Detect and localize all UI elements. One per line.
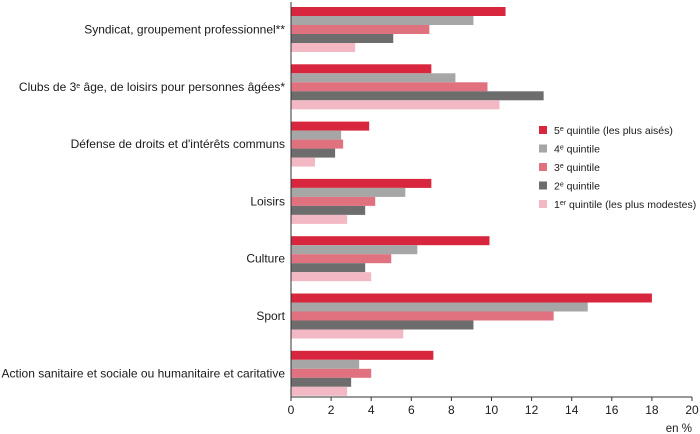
x-tick-label: 16	[605, 403, 619, 417]
x-tick-label: 10	[485, 403, 499, 417]
bar	[291, 302, 588, 312]
bar	[291, 178, 432, 188]
x-tick-label: 8	[448, 403, 455, 417]
x-tick-label: 18	[645, 403, 659, 417]
legend-label: 3e quintile	[554, 162, 600, 174]
x-tick-label: 14	[565, 403, 579, 417]
legend-swatch	[539, 163, 547, 171]
bar	[291, 157, 316, 167]
x-tick-label: 0	[288, 403, 295, 417]
category-labels: Syndicat, groupement professionnel** Club…	[2, 23, 286, 381]
bar	[291, 139, 344, 149]
x-tick-label: 12	[525, 403, 539, 417]
bar	[291, 254, 392, 264]
bar	[291, 293, 652, 303]
bar	[291, 311, 554, 321]
legend-swatch	[539, 144, 547, 153]
bar	[291, 272, 372, 282]
bar	[291, 350, 434, 360]
category-label: Défense de droits et d'intérêts communs	[71, 137, 285, 151]
bar	[291, 245, 418, 255]
bar	[291, 214, 348, 224]
x-axis-ticks: 0 2 4 6 8 10 12 14 16 18 20	[288, 397, 699, 417]
legend-label: 2e quintile	[554, 181, 600, 193]
bar	[291, 263, 366, 273]
legend-swatch	[539, 126, 547, 134]
category-label: Action sanitaire et sociale ou humanitai…	[2, 366, 286, 380]
x-tick-label: 6	[408, 403, 415, 417]
bar	[291, 196, 376, 206]
bar	[291, 236, 490, 246]
category-label: Syndicat, groupement professionnel**	[84, 23, 285, 37]
bar	[291, 130, 342, 140]
bar	[291, 91, 544, 101]
bar	[291, 7, 506, 16]
bar	[291, 320, 474, 330]
bar	[291, 377, 352, 387]
bar	[291, 368, 372, 378]
bar	[291, 73, 456, 83]
bar	[291, 148, 336, 158]
bar	[291, 187, 406, 197]
legend-label: 5e quintile (les plus aisés)	[554, 125, 673, 137]
bar	[291, 329, 404, 339]
x-tick-label: 20	[685, 403, 699, 417]
x-axis-label: en %	[666, 423, 692, 434]
bar	[291, 82, 488, 92]
legend-label: 1er quintile (les plus modestes)	[554, 199, 696, 211]
bar	[291, 64, 432, 74]
bar	[291, 386, 348, 396]
legend-swatch	[539, 181, 547, 190]
x-tick-label: 4	[368, 403, 375, 417]
category-label: Sport	[256, 309, 285, 323]
bar	[291, 100, 500, 110]
bar	[291, 121, 370, 131]
x-tick-label: 2	[328, 403, 335, 417]
category-label: Loisirs	[250, 194, 285, 208]
bars	[291, 7, 652, 396]
category-label: Culture	[246, 252, 285, 266]
legend-label: 4e quintile	[554, 144, 600, 156]
bar	[291, 205, 366, 215]
bar	[291, 359, 360, 369]
legend-swatch	[539, 200, 547, 208]
bar	[291, 25, 430, 34]
bar	[291, 34, 394, 43]
category-label: Clubs de 3e âge, de loisirs pour personn…	[19, 80, 285, 94]
legend: 5e quintile (les plus aisés) 4e quintile 3…	[539, 125, 696, 211]
bar	[291, 16, 474, 25]
bar	[291, 43, 356, 52]
